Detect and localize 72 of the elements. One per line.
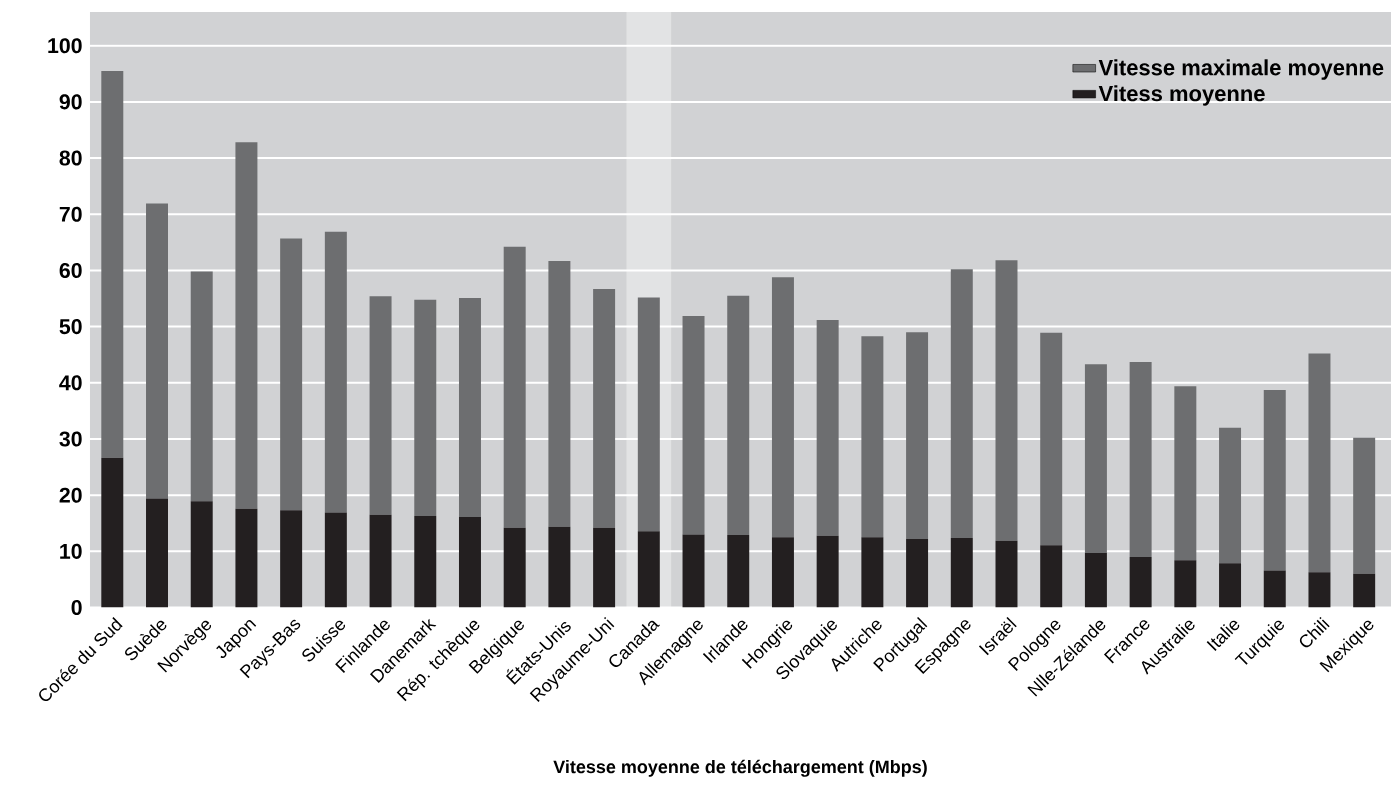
bar	[771, 276, 794, 538]
bar	[324, 231, 347, 513]
y-tick-label: 60	[59, 262, 82, 278]
y-tick-label: 30	[59, 431, 82, 447]
x-axis-title: Vitesse moyenne de téléchargement (Mbps)	[553, 759, 927, 777]
bar	[146, 203, 168, 499]
bar	[1308, 571, 1331, 608]
bar	[503, 246, 526, 528]
bar	[682, 315, 705, 535]
bar	[280, 510, 303, 608]
bar	[995, 260, 1018, 541]
bar	[548, 526, 571, 608]
bar	[190, 501, 213, 608]
bar	[861, 537, 884, 608]
legend-label: Vitesse maximale moyenne	[1098, 59, 1384, 80]
bar	[727, 534, 750, 608]
bar	[816, 319, 839, 536]
bar	[995, 540, 1018, 608]
bar	[593, 288, 616, 528]
bar	[950, 269, 973, 538]
bar	[235, 508, 258, 608]
bar	[280, 238, 303, 511]
bar	[369, 296, 392, 515]
bar	[1263, 389, 1286, 571]
bar	[548, 260, 571, 527]
bar	[816, 535, 839, 608]
bar	[1084, 364, 1107, 553]
bar	[593, 527, 616, 608]
bar	[503, 527, 526, 608]
bar	[1353, 437, 1376, 574]
y-tick-label: 80	[59, 150, 82, 166]
bar	[458, 297, 481, 517]
bar	[950, 537, 973, 608]
y-tick-label: 100	[48, 37, 82, 54]
bar	[1040, 544, 1063, 608]
bar	[1219, 562, 1242, 608]
bar	[637, 530, 660, 608]
bar	[1308, 353, 1331, 572]
bar	[146, 498, 168, 608]
bar	[414, 299, 437, 516]
bar	[637, 297, 660, 531]
bar	[1174, 385, 1197, 561]
bar	[682, 534, 705, 608]
bar	[771, 537, 794, 608]
bar	[235, 142, 258, 509]
bar	[1174, 560, 1197, 608]
y-tick-label: 70	[59, 206, 82, 222]
bar	[1353, 573, 1376, 608]
bar	[1129, 361, 1152, 557]
y-tick-label: 50	[59, 318, 82, 334]
y-tick-label: 10	[60, 543, 82, 559]
bar	[1129, 556, 1152, 608]
bar	[190, 271, 213, 502]
bar	[861, 335, 884, 538]
bar	[1084, 552, 1107, 608]
y-tick-label: 20	[59, 487, 82, 503]
bar	[458, 516, 481, 608]
bar	[101, 457, 124, 608]
bar	[906, 332, 929, 539]
y-tick-label: 90	[59, 94, 82, 110]
y-tick-label: 40	[59, 375, 82, 391]
bar	[1263, 570, 1286, 608]
legend-label: Vitess moyenne	[1098, 85, 1265, 106]
bar	[1040, 332, 1063, 545]
bar	[369, 514, 392, 608]
y-tick-label: 0	[71, 599, 82, 615]
bar	[727, 295, 750, 535]
bar	[414, 515, 437, 608]
bar	[1219, 427, 1242, 563]
bar	[101, 70, 124, 458]
bar	[906, 538, 929, 608]
bar	[324, 512, 347, 608]
